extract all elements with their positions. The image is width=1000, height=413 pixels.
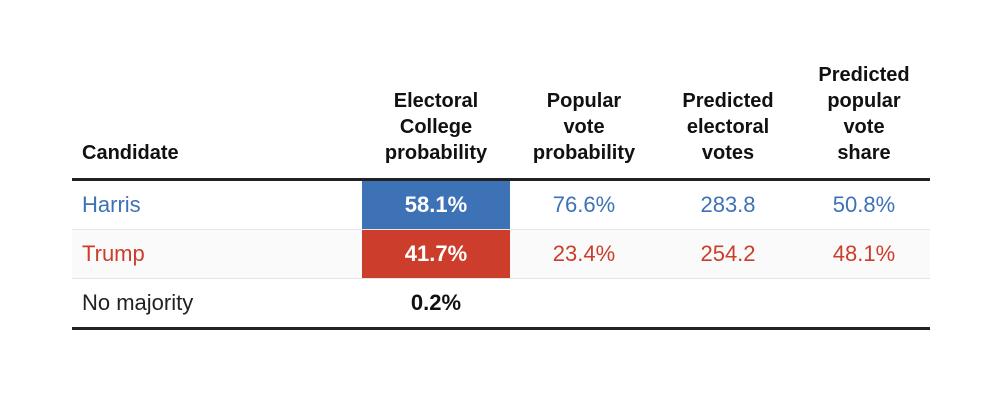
header-ec-probability-line: Electoral (393, 90, 479, 112)
predicted-ev-cell: 283.8 (658, 179, 798, 230)
table-row-trump: Trump 41.7% 23.4% 254.2 48.1% (72, 229, 930, 279)
candidate-name: Harris (72, 179, 362, 230)
header-predicted-share-line: share (837, 142, 891, 164)
header-popular-probability-line: Popular (546, 90, 622, 112)
header-ec-probability-line: probability (384, 142, 488, 164)
table-body: Harris 58.1% 76.6% 283.8 50.8% Trump 41.… (72, 179, 930, 330)
forecast-table-container: Candidate Electoral College probability … (72, 62, 930, 330)
header-popular-probability-line: probability (532, 142, 636, 164)
header-ec-probability-line: College (399, 116, 473, 138)
ec-probability-cell: 58.1% (362, 179, 510, 230)
popular-probability-cell: 23.4% (510, 229, 658, 279)
forecast-table: Candidate Electoral College probability … (72, 62, 930, 330)
header-predicted-ev-line: Predicted (682, 90, 774, 112)
header-candidate: Candidate (72, 62, 362, 181)
header-row: Candidate Electoral College probability … (72, 62, 930, 181)
predicted-share-cell: 48.1% (798, 229, 930, 279)
ec-probability-cell: 0.2% (362, 278, 510, 330)
candidate-name: No majority (72, 278, 362, 330)
header-ec-probability: Electoral College probability (362, 62, 510, 181)
header-popular-probability: Popular vote probability (510, 62, 658, 181)
popular-probability-cell: 76.6% (510, 179, 658, 230)
ec-probability-cell: 41.7% (362, 229, 510, 279)
predicted-ev-cell (658, 278, 798, 330)
popular-probability-cell (510, 278, 658, 330)
header-popular-probability-line: vote (563, 116, 605, 138)
table-row-no-majority: No majority 0.2% (72, 278, 930, 330)
table-row-harris: Harris 58.1% 76.6% 283.8 50.8% (72, 179, 930, 230)
header-predicted-share-line: vote (843, 116, 885, 138)
header-predicted-ev: Predicted electoral votes (658, 62, 798, 181)
header-predicted-share-line: popular (827, 90, 901, 112)
predicted-ev-cell: 254.2 (658, 229, 798, 279)
header-predicted-ev-line: votes (701, 142, 755, 164)
header-predicted-share: Predicted popular vote share (798, 62, 930, 181)
header-predicted-share-line: Predicted (818, 64, 910, 86)
header-predicted-ev-line: electoral (686, 116, 770, 138)
predicted-share-cell (798, 278, 930, 330)
candidate-name: Trump (72, 229, 362, 279)
predicted-share-cell: 50.8% (798, 179, 930, 230)
table-header: Candidate Electoral College probability … (72, 62, 930, 181)
